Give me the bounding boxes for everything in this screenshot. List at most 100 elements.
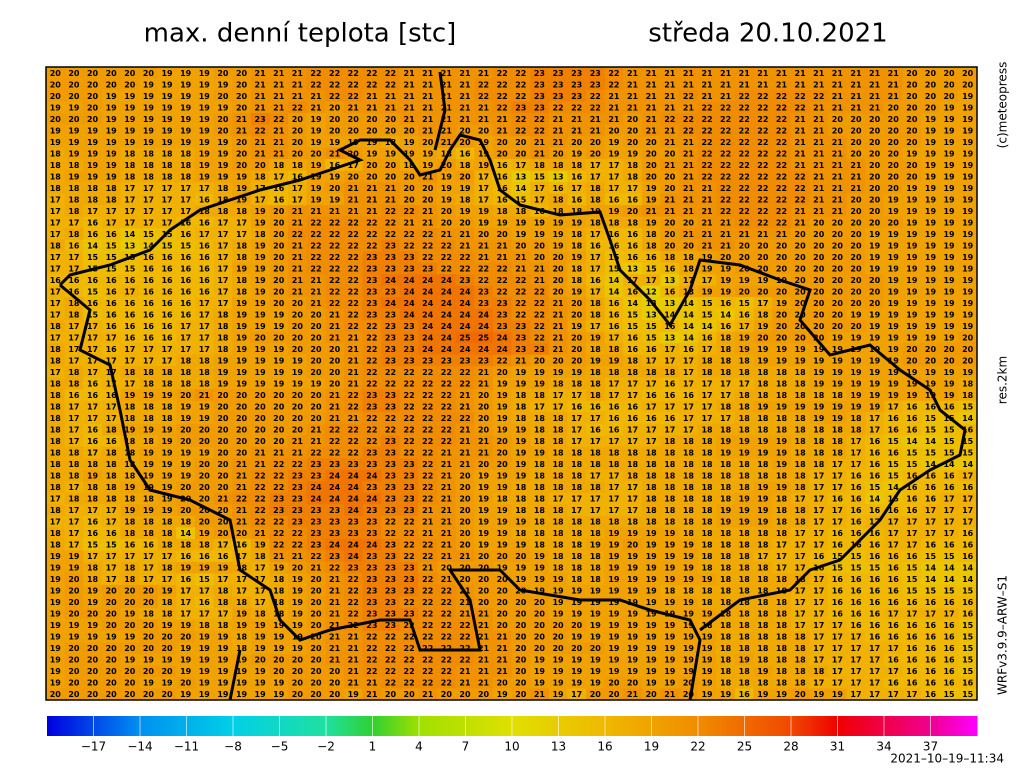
cell-value: 17: [161, 345, 172, 354]
cell-value: 21: [459, 552, 471, 561]
cell-value: 14: [683, 333, 695, 342]
cell-value: 21: [459, 426, 471, 435]
cell-value: 19: [943, 241, 955, 250]
cell-value: 23: [385, 610, 396, 619]
cell-value: 22: [757, 103, 768, 112]
cell-value: 19: [236, 184, 248, 193]
cell-value: 22: [404, 518, 415, 527]
cell-value: 19: [292, 598, 304, 607]
cell-value: 20: [795, 333, 807, 342]
cell-value: 18: [720, 403, 732, 412]
cell-value: 20: [515, 241, 527, 250]
cell-value: 24: [348, 552, 360, 561]
cell-value: 16: [906, 426, 918, 435]
cell-value: 19: [683, 598, 695, 607]
cell-value: 21: [441, 518, 453, 527]
cell-bg: [902, 78, 922, 91]
cell-value: 22: [422, 541, 433, 550]
cell-value: 18: [50, 391, 62, 400]
cell-value: 15: [906, 587, 918, 596]
cell-value: 20: [888, 115, 900, 124]
cell-value: 21: [441, 80, 453, 89]
cell-value: 19: [701, 575, 713, 584]
cell-value: 22: [422, 472, 433, 481]
cell-value: 20: [404, 126, 416, 135]
cell-value: 21: [571, 126, 583, 135]
cell-value: 19: [608, 633, 620, 642]
cell-value: 16: [888, 564, 900, 573]
cell-value: 16: [124, 333, 136, 342]
cell-value: 18: [664, 483, 676, 492]
cell-value: 19: [683, 564, 695, 573]
cell-value: 21: [590, 115, 602, 124]
cell-value: 19: [850, 403, 862, 412]
cell-value: 19: [292, 587, 304, 596]
cell-value: 23: [310, 541, 321, 550]
cell-bg: [660, 90, 680, 103]
cell-value: 18: [143, 414, 155, 423]
cell-value: 20: [273, 207, 285, 216]
cell-value: 18: [552, 460, 564, 469]
cell-value: 19: [906, 333, 918, 342]
cell-value: 23: [385, 345, 396, 354]
cell-value: 17: [552, 391, 563, 400]
cell-value: 23: [590, 80, 601, 89]
cell-value: 18: [124, 575, 136, 584]
cell-value: 16: [273, 195, 285, 204]
cell-value: 20: [459, 506, 471, 515]
cell-value: 18: [720, 575, 732, 584]
cell-value: 17: [757, 552, 768, 561]
cell-value: 19: [664, 621, 676, 630]
cell-bg: [530, 78, 550, 91]
cell-value: 20: [888, 218, 900, 227]
cell-value: 17: [478, 172, 489, 181]
cell-value: 19: [50, 598, 62, 607]
cell-value: 19: [962, 287, 974, 296]
cell-value: 17: [943, 495, 954, 504]
cell-value: 17: [50, 310, 61, 319]
cell-value: 16: [161, 264, 173, 273]
cell-value: 18: [720, 495, 732, 504]
cell-value: 19: [888, 253, 900, 262]
cell-value: 21: [459, 391, 471, 400]
cell-value: 18: [534, 541, 546, 550]
cell-value: 19: [87, 149, 99, 158]
cell-value: 22: [310, 449, 321, 458]
cell-value: 19: [534, 564, 546, 573]
cell-value: 16: [180, 310, 192, 319]
cell-value: 19: [50, 564, 62, 573]
cell-value: 17: [199, 310, 210, 319]
cell-value: 24: [385, 276, 397, 285]
cell-value: 18: [68, 207, 80, 216]
cell-bg: [939, 78, 959, 91]
cell-value: 16: [87, 437, 99, 446]
cell-value: 18: [832, 426, 844, 435]
cell-value: 19: [161, 460, 173, 469]
cell-value: 17: [199, 345, 210, 354]
cell-value: 14: [869, 495, 881, 504]
cell-value: 19: [515, 541, 527, 550]
cell-value: 24: [310, 495, 322, 504]
cell-value: 19: [608, 149, 620, 158]
cell-value: 13: [627, 264, 638, 273]
cell-value: 22: [422, 230, 433, 239]
cell-value: 20: [832, 276, 844, 285]
cell-value: 18: [664, 587, 676, 596]
cell-value: 22: [515, 115, 526, 124]
cell-value: 17: [701, 403, 712, 412]
cell-value: 18: [739, 610, 751, 619]
cell-value: 20: [217, 391, 229, 400]
cell-value: 21: [832, 103, 844, 112]
cell-value: 18: [776, 575, 788, 584]
cell-value: 22: [348, 322, 359, 331]
cell-value: 22: [255, 495, 266, 504]
cell-value: 18: [161, 368, 173, 377]
cell-value: 21: [478, 241, 490, 250]
cell-value: 22: [273, 115, 284, 124]
cell-value: 18: [590, 575, 602, 584]
cell-value: 22: [776, 115, 787, 124]
cell-value: 17: [50, 253, 61, 262]
cell-value: 19: [50, 138, 62, 147]
cell-value: 17: [217, 541, 228, 550]
cell-value: 25: [478, 333, 490, 342]
